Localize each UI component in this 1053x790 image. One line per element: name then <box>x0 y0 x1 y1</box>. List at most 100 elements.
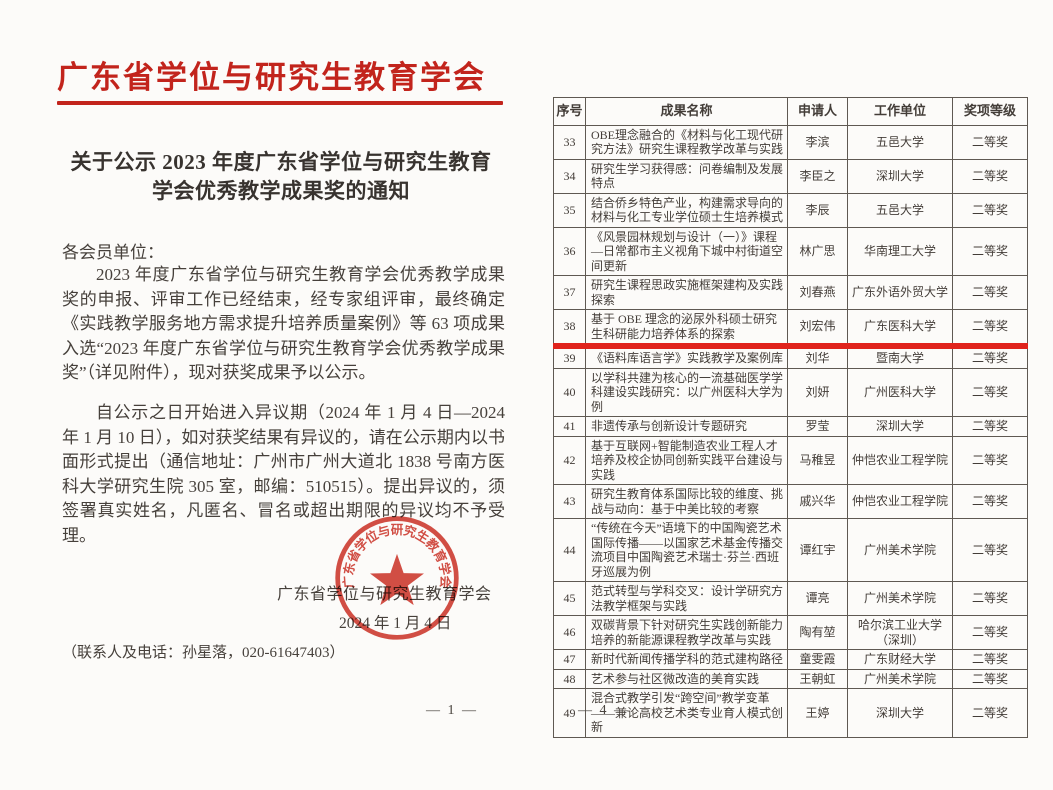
page-number-right: — 4 — <box>578 703 630 718</box>
cell-organization: 广东外语外贸大学 <box>847 275 953 310</box>
cell-title: OBE理念融合的《材料与化工现代研究方法》研究生课程教学改革与实践 <box>585 124 788 160</box>
cell-applicant: 刘华 <box>787 345 848 369</box>
cell-organization: 广东医科大学 <box>847 309 953 349</box>
table-row: 47 新时代新闻传播学科的范式建构路径 童雯霞 广东财经大学 二等奖 <box>553 649 1028 670</box>
table-row: 45 范式转型与学科交叉：设计学研究方法教学框架与实践 谭亮 广州美术学院 二等奖 <box>553 581 1028 616</box>
table-row: 42 基于互联网+智能制造农业工程人才培养及校企协同创新实践平台建设与实践 马稚昱仲… <box>553 435 1028 485</box>
table-row: 48 艺术参与社区微改造的美育实践 王朝虹 广州美术学院 二等奖 <box>553 668 1028 689</box>
cell-organization: 深圳大学 <box>847 158 953 194</box>
cell-index: 44 <box>553 518 586 582</box>
cell-organization: 广东财经大学 <box>847 649 953 670</box>
cell-organization: 华南理工大学 <box>847 226 953 276</box>
cell-title: 结合侨乡特色产业，构建需求导向的材料与化工专业学位硕士生培养模式 <box>585 192 788 228</box>
cell-award: 二等奖 <box>952 435 1028 485</box>
cell-award: 二等奖 <box>952 649 1028 670</box>
cell-award: 二等奖 <box>952 416 1028 437</box>
cell-organization: 仲恺农业工程学院 <box>847 484 953 519</box>
cell-applicant: 李辰 <box>787 192 848 228</box>
cell-applicant: 童雯霞 <box>787 649 848 670</box>
cell-organization: 广州美术学院 <box>847 581 953 616</box>
column-header: 序号 <box>553 97 586 126</box>
table-row: 46 双碳背景下针对研究生实践创新能力培养的新能源课程教学改革与实践 陶有堃 哈尔滨工… <box>553 615 1028 650</box>
table-row: 43 研究生教育体系国际比较的维度、挑战与动向：基于中美比较的考察 戚兴华 仲恺农业工… <box>553 484 1028 519</box>
cell-title: 研究生学习获得感：问卷编制及发展特点 <box>585 158 788 194</box>
cell-applicant: 李臣之 <box>787 158 848 194</box>
cell-organization: 哈尔滨工业大学（深圳） <box>847 615 953 650</box>
cell-award: 二等奖 <box>952 484 1028 519</box>
cell-title: 新时代新闻传播学科的范式建构路径 <box>585 649 788 670</box>
cell-index: 42 <box>553 435 586 485</box>
cell-organization: 五邑大学 <box>847 124 953 160</box>
cell-index: 37 <box>553 275 586 310</box>
cell-index: 35 <box>553 192 586 228</box>
table-row: 38 基于 OBE 理念的泌尿外科硕士研究生科研能力培养体系的探索 刘宏伟 广东医科大… <box>553 309 1028 349</box>
cell-applicant: 谭红宇 <box>787 518 848 582</box>
table-row: 41 非遗传承与创新设计专题研究 罗莹 深圳大学 二等奖 <box>553 416 1028 437</box>
cell-applicant: 罗莹 <box>787 416 848 437</box>
contact-line: （联系人及电话：孙星落，020-61647403） <box>62 645 345 661</box>
paragraph-objection-period: 自公示之日开始进入异议期（2024 年 1 月 4 日—2024 年 1 月 1… <box>62 403 505 545</box>
cell-index: 39 <box>553 345 586 369</box>
seal-ring <box>335 516 459 640</box>
seal-star-icon <box>370 553 424 606</box>
cell-organization: 暨南大学 <box>847 345 953 369</box>
paragraph-announcement: 2023 年度广东省学位与研究生教育学会优秀教学成果奖的申报、评审工作已经结束，… <box>62 265 505 383</box>
table-row: 34 研究生学习获得感：问卷编制及发展特点 李臣之 深圳大学 二等奖 <box>553 158 1028 194</box>
salutation: 各会员单位： <box>62 243 164 262</box>
table-row: 37 研究生课程思政实施框架建构及实践探索 刘春燕 广东外语外贸大学 二等奖 <box>553 275 1028 310</box>
cell-title: 混合式教学引发“跨空间”教学变革——兼论高校艺术类专业育人模式创新 <box>585 688 788 738</box>
cell-index: 45 <box>553 581 586 616</box>
table-header-row: 序号 成果名称 申请人 工作单位 奖项等级 <box>553 97 1028 126</box>
cell-title: 范式转型与学科交叉：设计学研究方法教学框架与实践 <box>585 581 788 616</box>
cell-index: 43 <box>553 484 586 519</box>
cell-title: 《语料库语言学》实践教学及案例库 <box>585 345 788 369</box>
cell-applicant: 刘宏伟 <box>787 309 848 349</box>
cell-award: 二等奖 <box>952 668 1028 689</box>
cell-award: 二等奖 <box>952 615 1028 650</box>
cell-organization: 广州美术学院 <box>847 668 953 689</box>
cell-award: 二等奖 <box>952 226 1028 276</box>
cell-title: 非遗传承与创新设计专题研究 <box>585 416 788 437</box>
cell-applicant: 林广思 <box>787 226 848 276</box>
official-seal: 广东省学位与研究生教育学会 <box>335 516 459 640</box>
cell-award: 二等奖 <box>952 158 1028 194</box>
cell-applicant: 陶有堃 <box>787 615 848 650</box>
cell-applicant: 王婷 <box>787 688 848 738</box>
cell-title: 研究生教育体系国际比较的维度、挑战与动向：基于中美比较的考察 <box>585 484 788 519</box>
cell-award: 二等奖 <box>952 345 1028 369</box>
cell-title: 基于 OBE 理念的泌尿外科硕士研究生科研能力培养体系的探索 <box>585 309 788 349</box>
cell-title: 基于互联网+智能制造农业工程人才培养及校企协同创新实践平台建设与实践 <box>585 435 788 485</box>
table-row: 44 “传统在今天”语境下的中国陶瓷艺术国际传播——以国家艺术基金传播交流项目中国… <box>553 518 1028 582</box>
cell-title: 以学科共建为核心的一流基础医学学科建设实践研究：以广州医科大学为例 <box>585 367 788 417</box>
cell-index: 46 <box>553 615 586 650</box>
cell-award: 二等奖 <box>952 192 1028 228</box>
cell-index: 40 <box>553 367 586 417</box>
table-row: 49 混合式教学引发“跨空间”教学变革——兼论高校艺术类专业育人模式创新 王婷 深圳大… <box>553 688 1028 738</box>
cell-applicant: 刘妍 <box>787 367 848 417</box>
cell-applicant: 刘春燕 <box>787 275 848 310</box>
cell-award: 二等奖 <box>952 581 1028 616</box>
cell-award: 二等奖 <box>952 367 1028 417</box>
cell-award: 二等奖 <box>952 275 1028 310</box>
cell-applicant: 马稚昱 <box>787 435 848 485</box>
table-row: 40 以学科共建为核心的一流基础医学学科建设实践研究：以广州医科大学为例 刘妍 广州医… <box>553 367 1028 417</box>
cell-organization: 仲恺农业工程学院 <box>847 435 953 485</box>
notice-title-line1: 关于公示 2023 年度广东省学位与研究生教育 <box>70 150 492 174</box>
cell-award: 二等奖 <box>952 688 1028 738</box>
cell-award: 二等奖 <box>952 309 1028 349</box>
table-body: 33 OBE理念融合的《材料与化工现代研究方法》研究生课程教学改革与实践 李滨 五邑大… <box>553 124 1028 738</box>
page-number-left: — 1 — <box>426 703 478 718</box>
cell-organization: 广州医科大学 <box>847 367 953 417</box>
cell-title: “传统在今天”语境下的中国陶瓷艺术国际传播——以国家艺术基金传播交流项目中国陶瓷… <box>585 518 788 582</box>
cell-organization: 五邑大学 <box>847 192 953 228</box>
cell-organization: 深圳大学 <box>847 688 953 738</box>
table-row: 33 OBE理念融合的《材料与化工现代研究方法》研究生课程教学改革与实践 李滨 五邑大… <box>553 124 1028 160</box>
cell-title: 《风景园林规划与设计（一）》课程—日常都市主义视角下城中村街道空间更新 <box>585 226 788 276</box>
column-header: 奖项等级 <box>952 97 1028 126</box>
cell-index: 47 <box>553 649 586 670</box>
column-header: 申请人 <box>787 97 848 126</box>
cell-index: 38 <box>553 309 586 349</box>
results-table: 序号 成果名称 申请人 工作单位 奖项等级 33 OBE理念融合的《材料与化工现代研究方法… <box>553 97 1028 738</box>
column-header: 工作单位 <box>847 97 953 126</box>
